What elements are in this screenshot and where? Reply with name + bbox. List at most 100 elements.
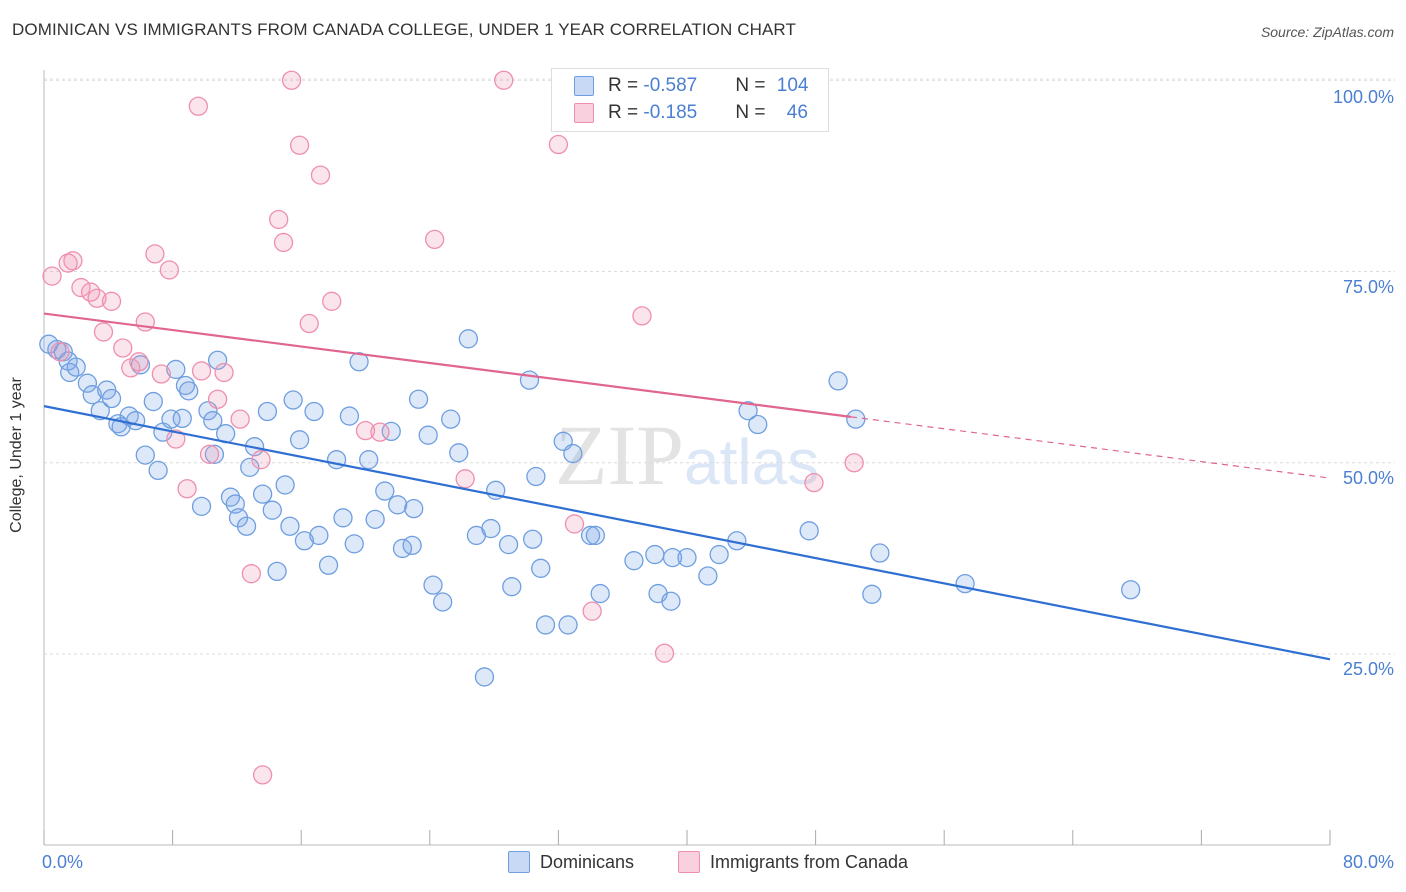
- point-dominicans: [267, 561, 287, 582]
- point-canada: [269, 209, 289, 230]
- watermark: ZIPatlas: [555, 405, 819, 505]
- point-dominicans: [309, 525, 329, 546]
- point-canada: [214, 362, 234, 383]
- point-canada: [310, 165, 331, 185]
- point-dominicans: [204, 444, 225, 464]
- point-dominicans: [172, 408, 192, 429]
- legend-n-value: 104: [776, 75, 809, 96]
- point-dominicans: [645, 544, 665, 565]
- point-dominicans: [458, 329, 479, 349]
- point-canada: [207, 389, 228, 409]
- point-dominicans: [262, 500, 282, 520]
- point-canada: [145, 244, 165, 264]
- point-canada: [63, 251, 83, 271]
- point-dominicans: [166, 359, 186, 380]
- point-dominicans: [318, 555, 339, 575]
- point-dominicans: [294, 531, 315, 551]
- point-dominicans: [662, 547, 683, 568]
- point-dominicans: [66, 357, 86, 377]
- point-dominicans: [709, 544, 729, 565]
- point-dominicans: [283, 390, 303, 410]
- point-canada: [93, 322, 114, 342]
- point-canada: [199, 444, 220, 464]
- point-canada: [159, 260, 180, 280]
- point-dominicans: [1121, 580, 1141, 600]
- legend-label-dominicans: Dominicans: [540, 851, 635, 872]
- legend-n-label: N =: [735, 102, 771, 123]
- point-canada: [151, 364, 171, 384]
- legend-r-value: -0.587: [643, 75, 698, 96]
- point-canada: [455, 469, 475, 489]
- point-dominicans: [418, 425, 438, 445]
- point-canada: [299, 313, 319, 334]
- point-canada: [177, 479, 197, 499]
- chart-title: DOMINICAN VS IMMIGRANTS FROM CANADA COLL…: [12, 20, 796, 39]
- legend-r-value: -0.185: [643, 102, 698, 123]
- point-canada: [281, 70, 302, 90]
- legend-r-label: R =: [608, 75, 644, 96]
- point-dominicans: [698, 566, 718, 586]
- point-dominicans: [344, 534, 364, 554]
- point-dominicans: [955, 573, 975, 594]
- point-dominicans: [738, 401, 758, 421]
- point-canada: [101, 291, 122, 311]
- point-canada: [252, 765, 273, 785]
- point-dominicans: [207, 350, 228, 370]
- point-canada: [548, 134, 569, 155]
- point-canada: [42, 266, 62, 286]
- point-canada: [87, 288, 107, 308]
- point-dominicans: [275, 475, 295, 495]
- point-dominicans: [580, 525, 601, 546]
- legend-n-value: 46: [786, 102, 808, 123]
- point-dominicans: [175, 375, 196, 396]
- point-dominicans: [365, 509, 385, 530]
- point-dominicans: [240, 457, 260, 477]
- point-dominicans: [502, 577, 522, 597]
- point-canada: [50, 342, 70, 362]
- point-dominicans: [333, 508, 353, 528]
- y-tick-label-25: 25.0%: [1342, 659, 1394, 679]
- point-canada: [191, 361, 212, 381]
- point-canada: [370, 422, 390, 442]
- y-tick-label-75: 75.0%: [1342, 277, 1394, 297]
- point-canada: [564, 514, 585, 534]
- bottom-legend-dominicans: Dominicans: [508, 851, 634, 873]
- point-dominicans: [558, 615, 578, 635]
- point-canada: [844, 453, 864, 473]
- point-canada: [804, 472, 824, 493]
- x-tick-label-max: 80.0%: [1342, 852, 1394, 872]
- bottom-legend-canada: Immigrants from Canada: [678, 851, 908, 873]
- point-dominicans: [101, 388, 122, 409]
- x-tick-label-min: 0.0%: [42, 852, 84, 872]
- y-tick-label-100: 100.0%: [1332, 87, 1394, 107]
- point-dominicans: [236, 516, 257, 536]
- point-canada: [273, 232, 294, 253]
- point-dominicans: [82, 385, 102, 405]
- point-dominicans: [870, 543, 890, 563]
- point-canada: [188, 96, 208, 116]
- point-dominicans: [433, 592, 453, 612]
- trendline-dominicans: [43, 405, 1331, 661]
- point-dominicans: [402, 535, 422, 556]
- point-canada: [129, 352, 149, 372]
- point-dominicans: [179, 381, 199, 401]
- point-canada: [230, 409, 250, 429]
- legend-swatch-blue: [574, 76, 594, 96]
- point-dominicans: [590, 583, 610, 604]
- legend-r-label: R =: [608, 102, 644, 123]
- point-dominicans: [449, 443, 469, 463]
- point-dominicans: [289, 430, 310, 450]
- point-dominicans: [280, 516, 300, 536]
- point-canada: [355, 420, 376, 441]
- point-dominicans: [828, 371, 848, 391]
- legend-swatch-pink: [574, 103, 594, 123]
- point-dominicans: [846, 409, 866, 429]
- point-dominicans: [257, 401, 278, 422]
- point-dominicans: [498, 534, 519, 555]
- point-dominicans: [441, 409, 461, 429]
- point-canada: [166, 429, 186, 449]
- point-dominicans: [408, 389, 429, 409]
- point-dominicans: [143, 391, 163, 412]
- point-dominicans: [77, 373, 98, 393]
